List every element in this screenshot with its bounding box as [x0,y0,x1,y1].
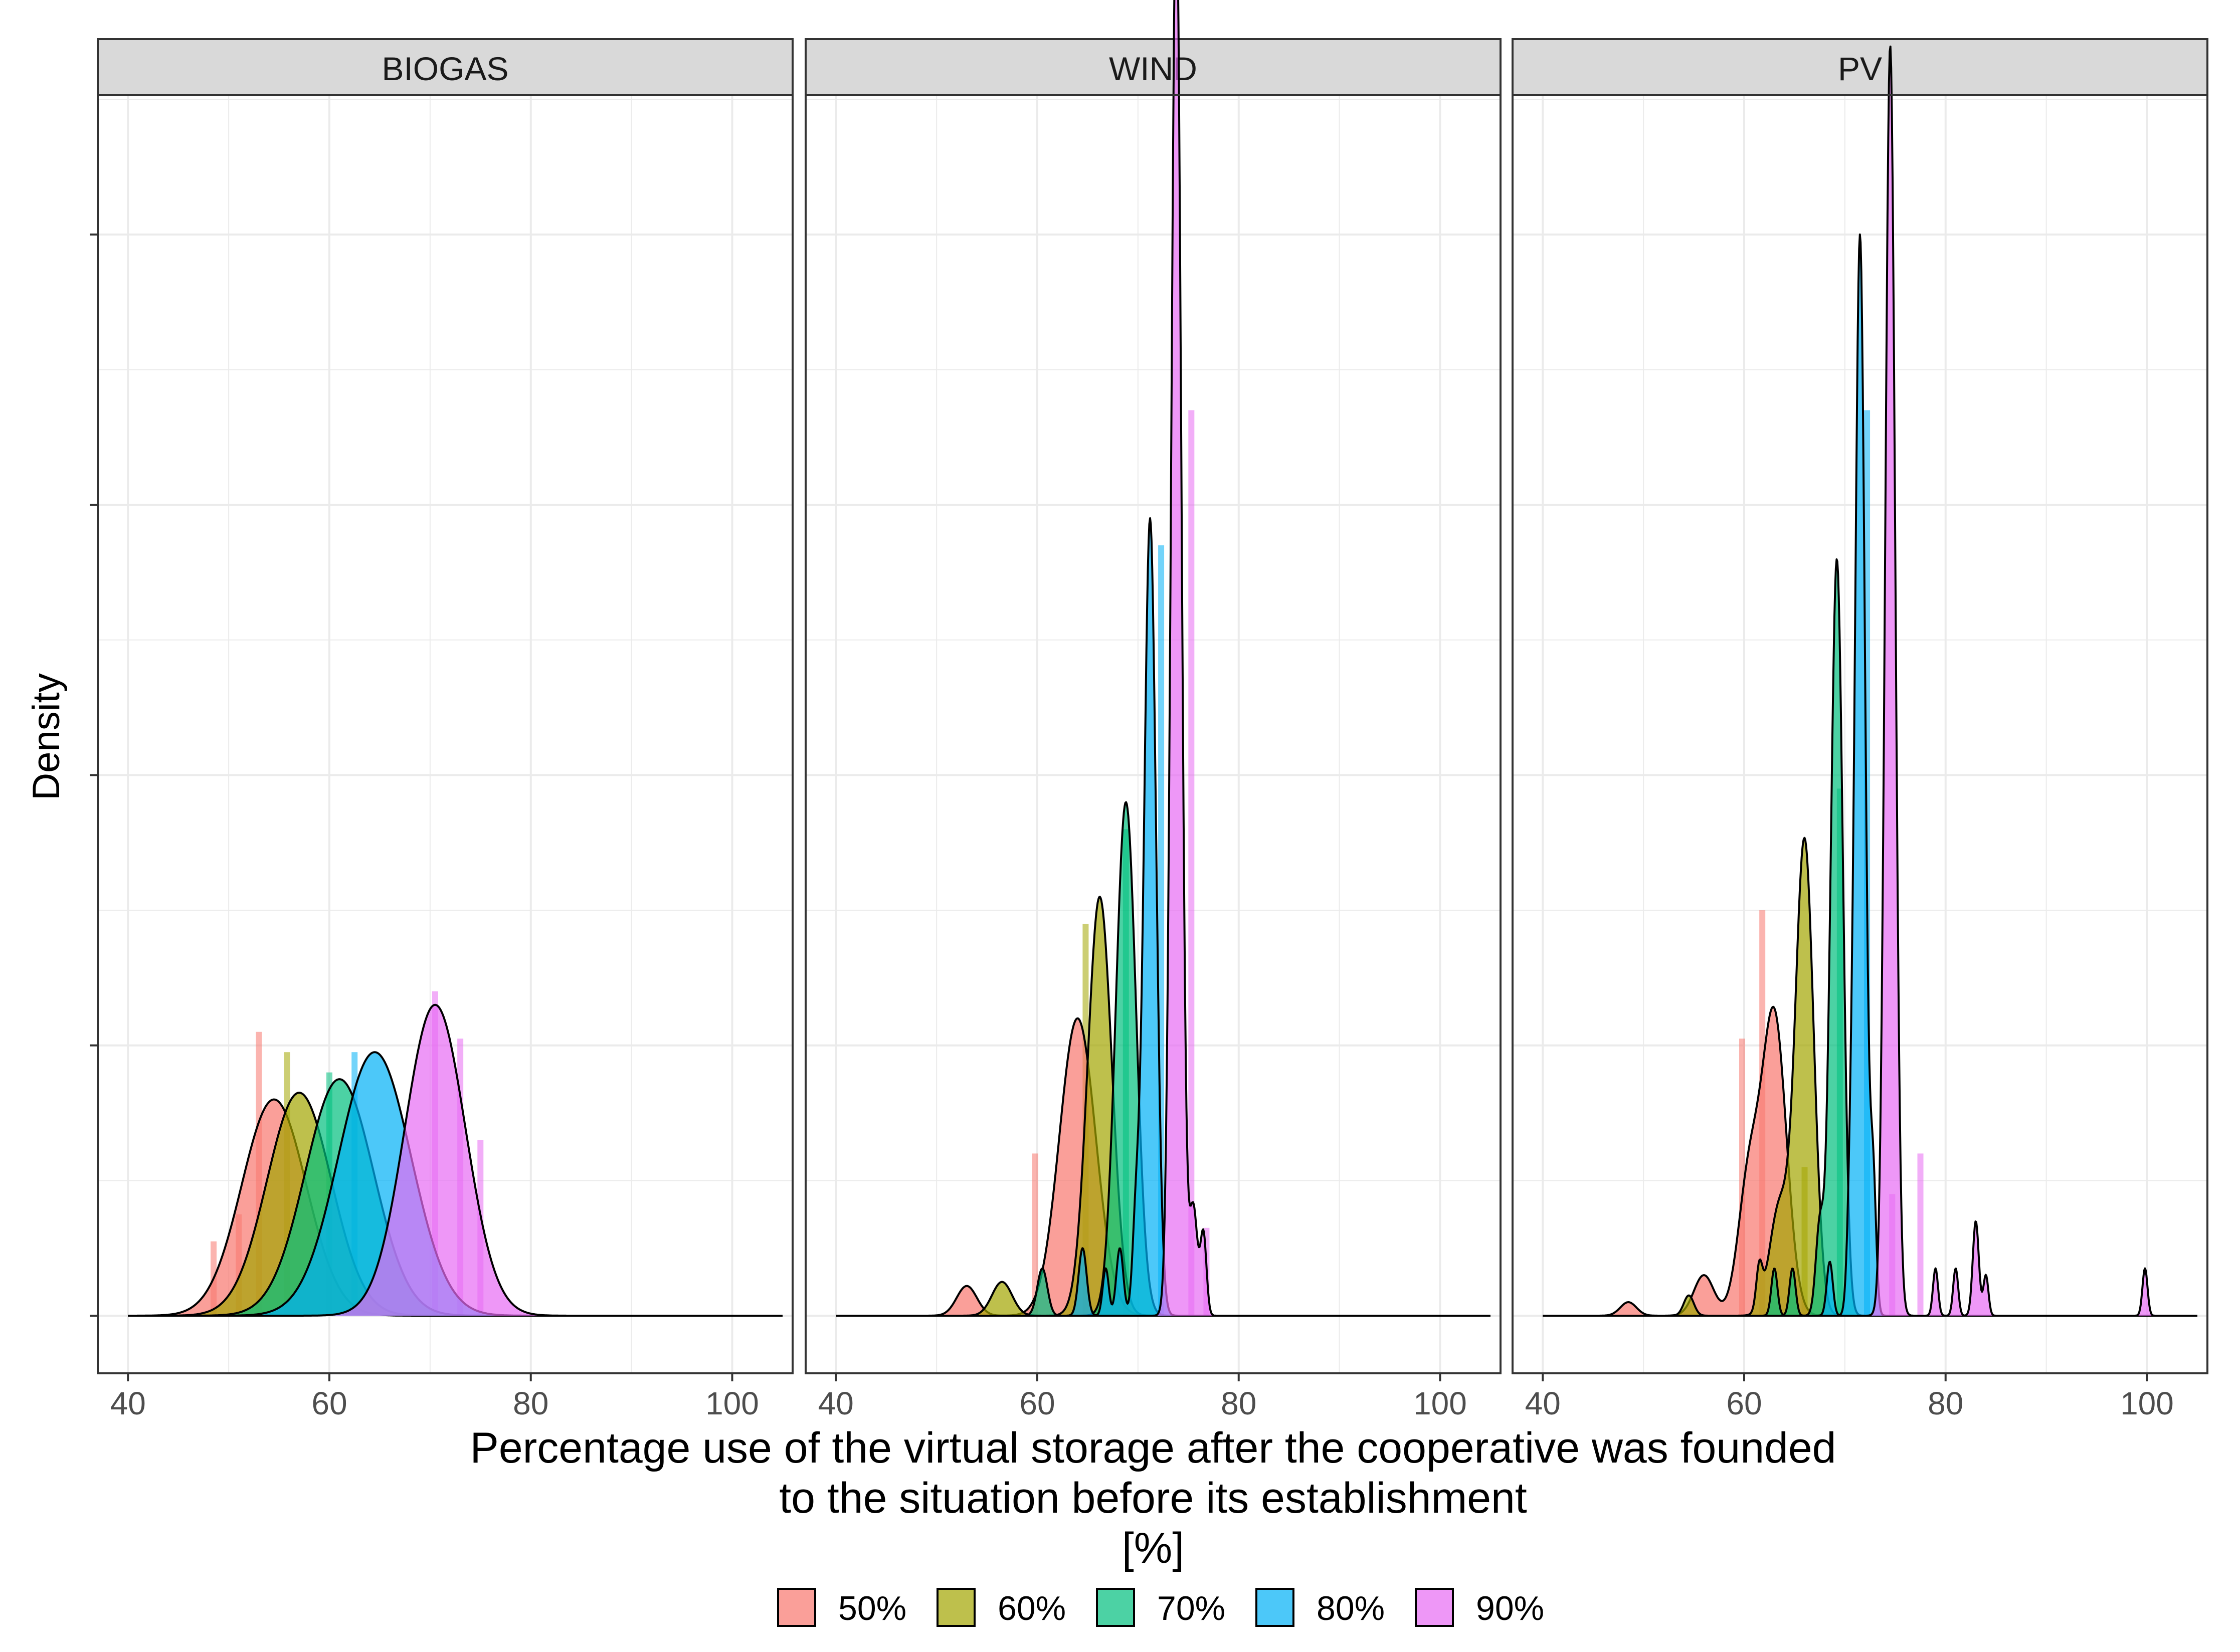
legend-label-90pct: 90% [1476,1589,1544,1627]
facet-strip-biogas [97,38,794,96]
facet-strip-wind [805,38,1502,96]
hist-bar-pv-6 [1917,1153,1924,1316]
density-area-biogas-70pct [128,1079,783,1316]
legend-key-60pct [937,1588,976,1627]
x-tick-label-pv-60: 60 [1726,1385,1762,1421]
panel-border-wind [805,94,1502,1374]
legend-key-70pct [1096,1588,1135,1627]
x-axis-label-line-1: Percentage use of the virtual storage af… [470,1424,1836,1472]
legend-key-80pct [1255,1588,1294,1627]
density-line-pv-90pct [1542,45,2198,1317]
legend-key-90pct [1415,1588,1454,1627]
x-tick-label-biogas-60: 60 [311,1385,347,1421]
facet-title-biogas: BIOGAS [382,50,508,87]
facet-biogas: BIOGAS 40 60 80 100 [90,38,794,1421]
facet-title-wind: WIND [1109,50,1197,87]
legend-key-50pct [777,1588,816,1627]
x-tick-label-wind-100: 100 [1413,1385,1467,1421]
facet-panels: BIOGAS 40 60 80 100 WIND 40 60 80 100 PV 40 60 80 100 [90,0,2208,1421]
x-tick-label-pv-80: 80 [1928,1385,1963,1421]
panel-border-biogas [97,94,794,1374]
y-axis-label: Density [25,673,68,800]
x-tick-label-biogas-100: 100 [705,1385,759,1421]
legend: 50% 60% 70% 80% 90% [777,1588,1544,1627]
x-tick-label-pv-100: 100 [2120,1385,2174,1421]
facet-pv: PV 40 60 80 100 [1512,38,2208,1421]
legend-label-80pct: 80% [1317,1589,1385,1627]
density-area-biogas-90pct [128,1004,783,1316]
x-axis-label-line-3: [%] [1122,1524,1184,1572]
facet-wind: WIND 40 60 80 100 [805,0,1502,1421]
x-tick-label-biogas-80: 80 [513,1385,548,1421]
x-tick-label-pv-40: 40 [1525,1385,1561,1421]
legend-label-60pct: 60% [998,1589,1066,1627]
legend-label-50pct: 50% [838,1589,906,1627]
x-tick-label-biogas-40: 40 [110,1385,146,1421]
x-tick-label-wind-40: 40 [818,1385,854,1421]
density-line-wind-90pct [835,0,1491,1317]
x-axis-label-line-2: to the situation before its establishmen… [779,1474,1527,1522]
facet-strip-pv [1512,38,2208,96]
legend-label-70pct: 70% [1157,1589,1225,1627]
hist-bar-wind-0 [1032,1153,1038,1316]
panel-border-pv [1512,94,2208,1374]
facet-title-pv: PV [1838,50,1882,87]
density-line-biogas-90pct [127,1003,783,1317]
x-tick-label-wind-60: 60 [1019,1385,1055,1421]
hist-bar-wind-4 [1188,410,1195,1316]
x-tick-label-wind-80: 80 [1221,1385,1256,1421]
